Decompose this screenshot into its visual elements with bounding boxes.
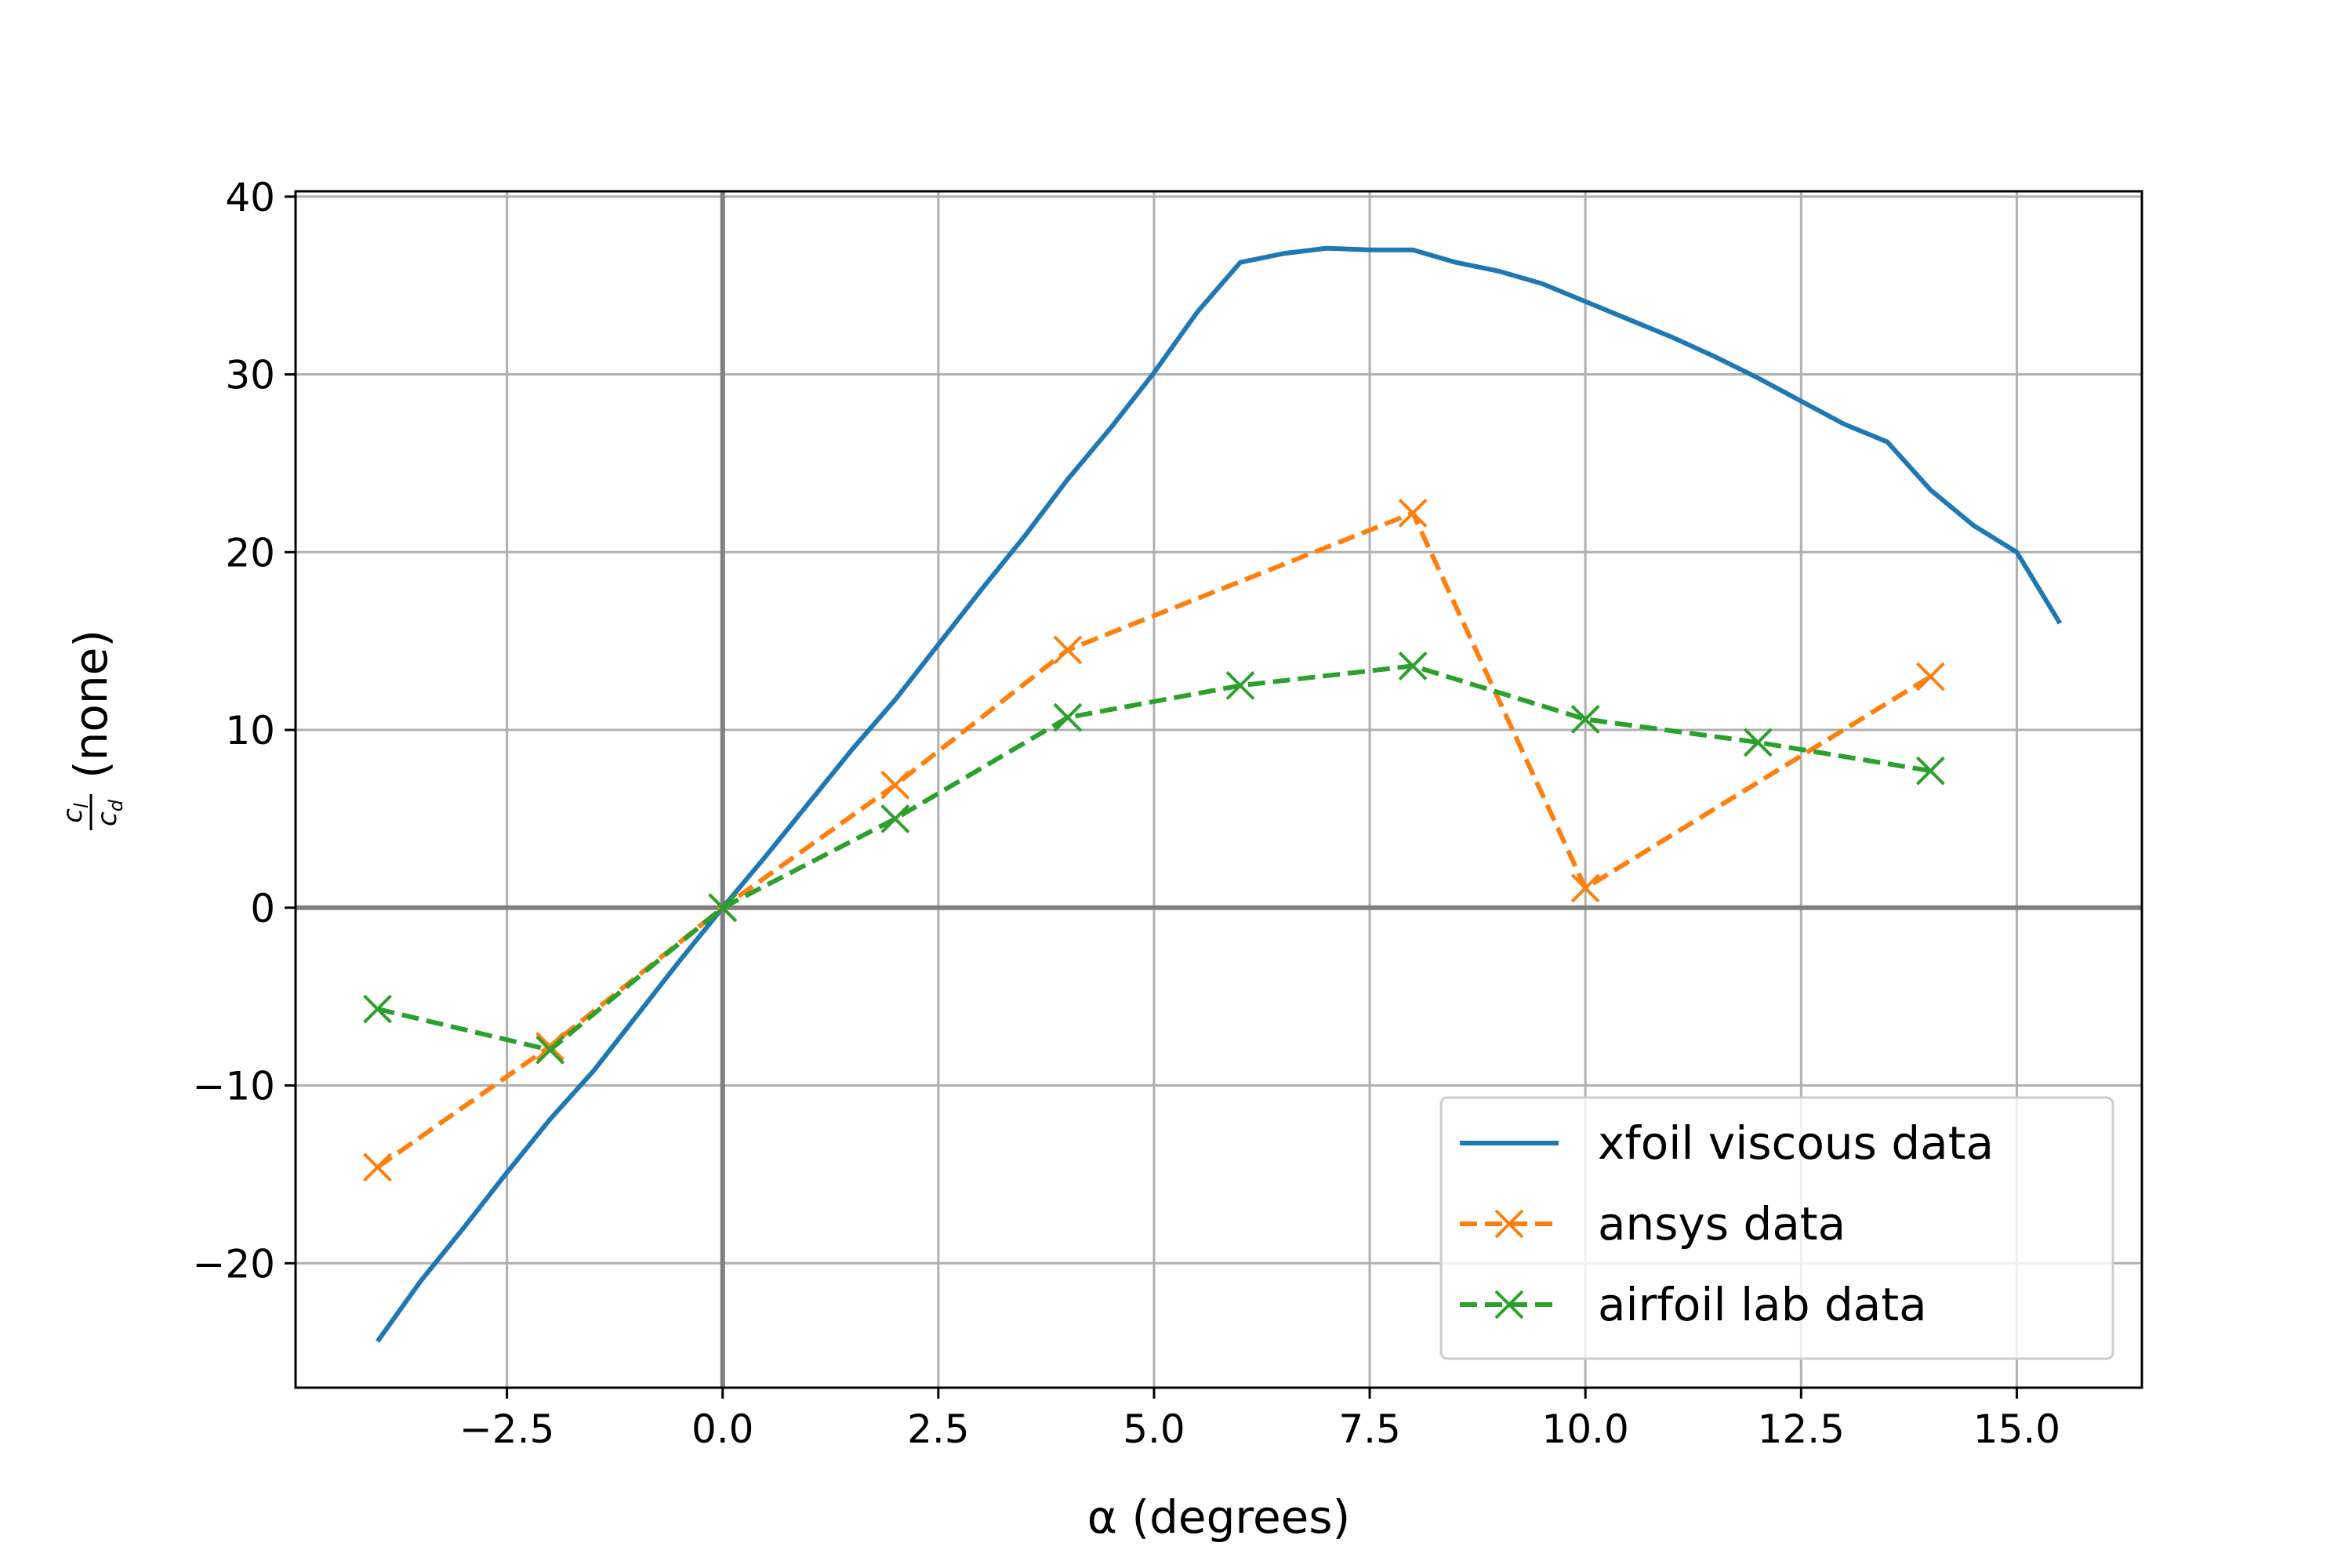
marker-stroke [1494, 1209, 1524, 1239]
legend-marker [1494, 1209, 1524, 1239]
legend-item: ansys data [1460, 1197, 1846, 1250]
y-tick-label: 0 [250, 886, 275, 931]
y-label-numerator: cl [57, 803, 93, 823]
marker-stroke [535, 1035, 565, 1065]
data-point [363, 994, 392, 1024]
marker-stroke [1915, 756, 1945, 786]
x-tick-label: 7.5 [1338, 1406, 1401, 1452]
plot-frame [294, 190, 2143, 1389]
legend: xfoil viscous data ansys data airfoil lab … [1439, 1096, 2114, 1360]
marker-stroke [535, 1032, 565, 1062]
y-tick-label: 30 [225, 353, 275, 398]
legend-item: xfoil viscous data [1460, 1116, 1994, 1170]
legend-item: airfoil lab data [1460, 1278, 1927, 1331]
data-point [1915, 756, 1945, 786]
marker-stroke [708, 893, 738, 923]
data-point [1225, 670, 1255, 700]
tick-layer: −2.5 0.0 2.5 5.0 7.5 10.0 12.5 15.0 −20 −10 0 10 20 3… [192, 175, 2060, 1452]
data-point [880, 770, 910, 800]
marker-stroke [1570, 873, 1600, 903]
y-axis-title: cl cd (none) [57, 630, 127, 830]
data-point [1053, 702, 1083, 732]
y-label-suffix: (none) [64, 630, 118, 779]
data-point [1053, 635, 1083, 665]
series-2 [363, 651, 1945, 1065]
marker-stroke [880, 770, 910, 800]
y-tick-label: −20 [192, 1241, 275, 1287]
marker-stroke [363, 1152, 392, 1182]
data-point [708, 893, 738, 923]
data-point [1570, 873, 1600, 903]
data-point [535, 1032, 565, 1062]
marker-stroke [1053, 635, 1083, 665]
marker-stroke [1398, 651, 1428, 681]
x-tick-label: 0.0 [691, 1406, 754, 1452]
x-tick-label: 10.0 [1542, 1406, 1629, 1452]
data-point [880, 804, 910, 833]
legend-label: xfoil viscous data [1598, 1116, 1994, 1170]
series-line [376, 510, 1932, 1170]
marker-stroke [1743, 728, 1773, 757]
data-point [535, 1035, 565, 1065]
legend-label: ansys data [1598, 1197, 1846, 1250]
x-axis-title: α (degrees) [1087, 1490, 1350, 1544]
marker-stroke [1225, 670, 1255, 700]
legend-marker [1494, 1290, 1524, 1319]
reference-lines [296, 191, 2142, 1388]
marker-stroke [1494, 1290, 1524, 1319]
legend-box [1439, 1096, 2114, 1360]
y-tick-label: −10 [192, 1064, 275, 1109]
x-tick-label: −2.5 [459, 1406, 554, 1452]
series-line [376, 245, 2063, 1343]
series-layer [363, 245, 2063, 1343]
marker-stroke [1915, 662, 1945, 691]
x-tick-label: 12.5 [1758, 1406, 1845, 1452]
data-point [1915, 662, 1945, 691]
y-tick-label: 10 [225, 708, 275, 753]
legend-label: airfoil lab data [1598, 1278, 1927, 1331]
marker-stroke [1053, 702, 1083, 732]
data-point [363, 1152, 392, 1182]
y-tick-label: 40 [225, 175, 275, 220]
series-line [376, 663, 1931, 1053]
series-0 [376, 245, 2063, 1343]
x-tick-label: 2.5 [907, 1406, 970, 1452]
marker-stroke [1570, 705, 1600, 734]
marker-stroke [1398, 498, 1428, 528]
data-point [1398, 651, 1428, 681]
marker-stroke [880, 804, 910, 833]
data-point [1743, 728, 1773, 757]
data-point [1570, 705, 1600, 734]
y-tick-label: 20 [225, 530, 275, 575]
x-tick-label: 5.0 [1123, 1406, 1185, 1452]
data-point [1398, 498, 1428, 528]
marker-stroke [363, 994, 392, 1024]
x-tick-label: 15.0 [1973, 1406, 2060, 1452]
y-label-denominator: cd [92, 799, 127, 826]
